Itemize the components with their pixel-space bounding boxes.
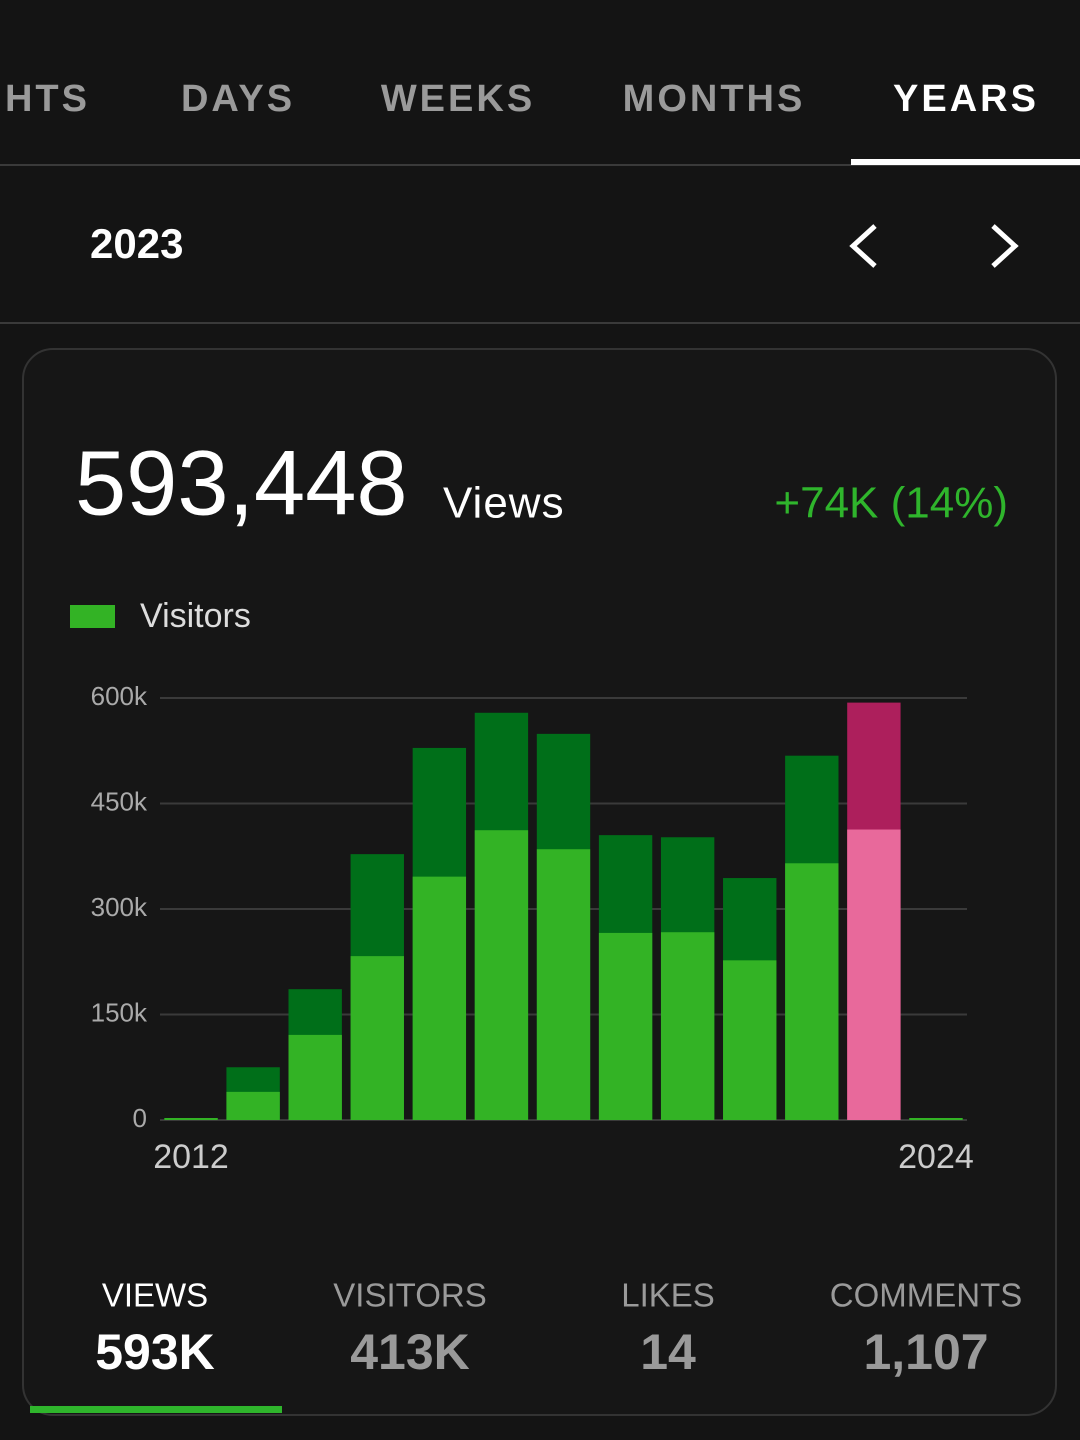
y-tick-label: 150k [91,997,148,1027]
tab-indicator [851,159,1080,165]
bar [598,932,653,1120]
tab[interactable]: WEEKS [381,78,535,120]
stat-label[interactable]: LIKES [621,1277,715,1314]
bar [660,932,715,1120]
stat-value[interactable]: 593K [95,1324,215,1380]
bar [226,1091,280,1120]
bar [723,960,777,1120]
stat-value[interactable]: 1,107 [863,1324,988,1380]
y-tick-label: 450k [91,786,148,816]
y-tick-label: 600k [91,681,148,711]
tab[interactable]: YEARS [893,78,1039,120]
bar [847,829,901,1120]
stat-indicator [30,1406,282,1413]
bar [412,876,467,1120]
stat-value[interactable]: 413K [350,1324,470,1380]
legend-label: Visitors [140,597,251,635]
bar [350,956,404,1120]
bar [536,849,591,1120]
total-views: 593,448 [75,432,408,534]
stat-label[interactable]: COMMENTS [830,1277,1023,1314]
bar [474,830,529,1120]
bar [164,1118,218,1120]
tab[interactable]: INSIGHTS [0,78,90,120]
bar [785,863,839,1120]
bar [288,1034,342,1120]
y-tick-label: 0 [133,1103,147,1133]
x-tick-label: 2024 [898,1138,974,1176]
change: +74K (14%) [774,479,1008,528]
period: 2023 [90,220,183,267]
bar [909,1118,963,1120]
tab[interactable]: MONTHS [623,78,806,120]
legend-swatch [70,605,115,628]
x-tick-label: 2012 [153,1138,229,1176]
total-unit: Views [443,479,565,528]
stat-value[interactable]: 14 [640,1324,696,1380]
next-button[interactable] [991,224,1019,268]
stat-label[interactable]: VISITORS [333,1277,486,1314]
stat-label[interactable]: VIEWS [102,1277,208,1314]
tab[interactable]: DAYS [181,78,295,120]
prev-button[interactable] [849,224,877,268]
y-tick-label: 300k [91,892,148,922]
